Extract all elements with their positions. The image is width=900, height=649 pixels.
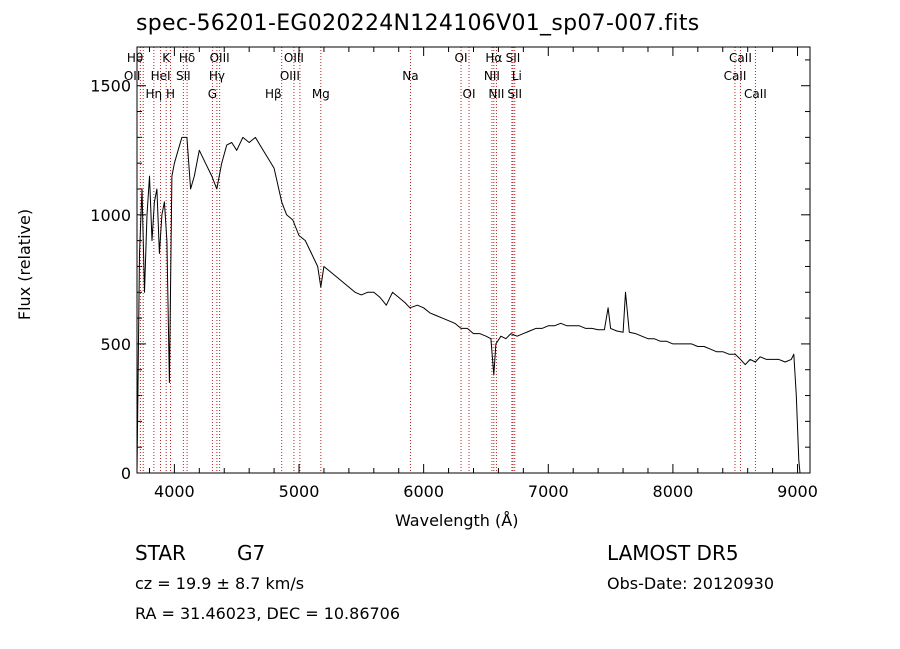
line-marker-label: Li [512,69,522,83]
line-marker-label: K [162,51,171,65]
line-marker-label: CaII [744,87,767,101]
line-marker-label: SII [506,51,521,65]
line-marker-label: OIII [210,51,230,65]
x-tick-label: 9000 [777,482,818,501]
minor-ticks [137,47,810,473]
line-marker-label: SII [176,69,191,83]
axis-tick-labels: 4000 5000 6000 7000 8000 9000 0 500 1000 1500 [90,77,818,501]
coordinates-line: RA = 31.46023, DEC = 10.86706 [135,604,401,623]
x-tick-label: 7000 [528,482,569,501]
line-marker-label: OIII [280,69,300,83]
line-marker-label: HeI [151,69,171,83]
observation-date: Obs-Date: 20120930 [607,574,775,593]
plot-frame [136,46,811,474]
x-axis-label: Wavelength (Å) [395,511,519,530]
object-subclass: G7 [237,541,266,565]
line-marker-labels: OII Hθ Hη HeI K H Hδ SII G OIII Hγ Hβ OIII OIII Mg Na OI… [124,51,767,101]
line-marker-label: Hα [485,51,502,65]
y-axis-label: Flux (relative) [15,208,35,321]
x-tick-label: 6000 [403,482,444,501]
y-tick-label: 1000 [90,206,131,225]
line-marker-label: Mg [312,87,330,101]
axis-ticks [137,47,810,474]
line-markers [139,47,756,473]
x-tick-label: 4000 [154,482,195,501]
line-marker-label: SII [507,87,522,101]
object-class: STAR [135,541,186,565]
x-tick-label: 5000 [279,482,320,501]
line-marker-label: OI [463,87,476,101]
line-marker-label: OIII [284,51,304,65]
line-marker-label: Hδ [179,51,195,65]
line-marker-label: Hγ [209,69,225,83]
line-marker-label: CaII [729,51,752,65]
survey-name: LAMOST DR5 [607,541,739,565]
x-tick-label: 8000 [653,482,694,501]
line-marker-label: G [208,87,217,101]
redshift-line: cz = 19.9 ± 8.7 km/s [135,574,305,593]
chart-title: spec-56201-EG020224N124106V01_sp07-007.f… [136,11,700,36]
y-tick-label: 0 [121,464,131,483]
line-marker-label: Hη [146,87,163,101]
line-marker-label: Hθ [127,51,143,65]
spectrum-line [136,136,801,474]
line-marker-label: NII [484,69,500,83]
line-marker-label: Hβ [265,87,282,101]
line-marker-label: OI [455,51,468,65]
line-marker-label: NII [488,87,504,101]
y-tick-label: 1500 [90,77,131,96]
line-marker-label: Na [402,69,418,83]
line-marker-label: CaII [724,69,747,83]
line-marker-label: H [166,87,175,101]
line-marker-label: OII [124,69,141,83]
y-tick-label: 500 [100,335,131,354]
